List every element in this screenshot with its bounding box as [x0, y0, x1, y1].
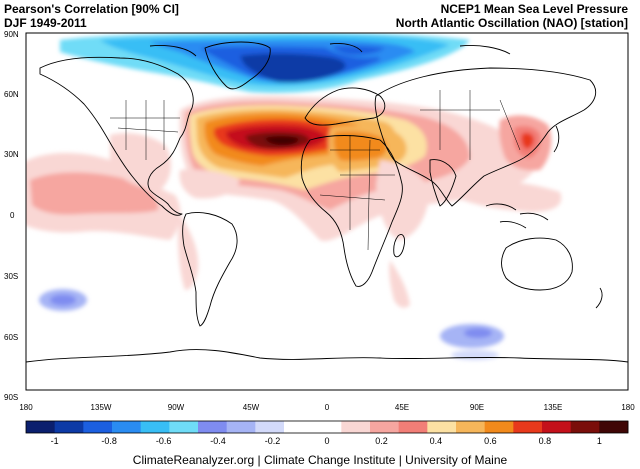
correlation-field [26, 33, 628, 363]
south-america-coast [182, 212, 238, 327]
dataset-label: NCEP1 Mean Sea Level Pressure [440, 2, 628, 16]
colorbar-labels: -1 -0.8 -0.6 -0.4 -0.2 0 0.2 0.4 0.6 0.8 1 [51, 436, 602, 446]
map-frame [25, 32, 629, 391]
india-coast [429, 159, 457, 207]
lon-label-45w: 45W [243, 403, 260, 412]
colorbar-swatch [513, 421, 543, 433]
colorbar-tick-label: -0.4 [210, 436, 226, 446]
negative-correlation-region [39, 33, 504, 360]
country-borders [110, 90, 521, 251]
lon-label-180e: 180 [621, 403, 635, 412]
japan-coast [553, 125, 560, 153]
colorbar-swatch [255, 421, 285, 433]
lat-label-0: 0 [10, 211, 15, 220]
footer-credit: ClimateReanalyzer.org | Climate Change I… [132, 453, 508, 467]
longitude-axis: 180 135W 90W 45W 0 45E 90E 135E 180 [19, 403, 635, 412]
colorbar-frame [25, 420, 629, 434]
lon-label-0: 0 [325, 403, 330, 412]
colorbar-swatch [112, 421, 142, 433]
colorbar-swatch [427, 421, 457, 433]
lat-label-60s: 60S [4, 333, 18, 342]
colorbar-swatch [140, 421, 170, 433]
colorbar-swatch [169, 421, 199, 433]
lat-label-60n: 60N [4, 90, 19, 99]
index-label: North Atlantic Oscillation (NAO) [statio… [395, 16, 628, 30]
north-america-coast [39, 56, 194, 216]
lat-label-30s: 30S [4, 272, 18, 281]
colorbar-swatch [599, 421, 629, 433]
lat-label-30n: 30N [4, 150, 19, 159]
colorbar-swatch [341, 421, 371, 433]
colorbar-tick-label: 0.6 [484, 436, 497, 446]
colorbar-swatch [83, 421, 113, 433]
lon-label-135w: 135W [91, 403, 112, 412]
lon-label-135e: 135E [544, 403, 563, 412]
colorbar-swatch [456, 421, 486, 433]
antarctica-coast [26, 349, 628, 363]
colorbar-swatch [312, 421, 342, 433]
lon-label-90w: 90W [168, 403, 185, 412]
colorbar-tick-label: -0.6 [156, 436, 172, 446]
colorbar-tick-label: -0.8 [101, 436, 117, 446]
period-label: DJF 1949-2011 [4, 16, 87, 30]
colorbar-tick-label: -0.2 [265, 436, 281, 446]
colorbar-swatch [398, 421, 428, 433]
lat-label-90s: 90S [4, 393, 18, 402]
lon-label-90e: 90E [470, 403, 484, 412]
colorbar-swatch [370, 421, 400, 433]
europe-coast [304, 87, 386, 126]
positive-correlation-region [26, 95, 562, 308]
colorbar-tick-label: 1 [597, 436, 602, 446]
colorbar-swatch [26, 421, 56, 433]
colorbar-swatch [54, 421, 84, 433]
colorbar-swatch [226, 421, 256, 433]
colorbar-tick-label: 0.2 [375, 436, 388, 446]
new-zealand-coast [595, 287, 603, 309]
colorbar-tick-label: 0.4 [430, 436, 443, 446]
colorbar-tick-label: 0.8 [539, 436, 552, 446]
map-title: Pearson's Correlation [90% CI] [4, 2, 179, 16]
colorbar-swatch [198, 421, 228, 433]
colorbar-swatch [542, 421, 572, 433]
greenland-coast [204, 41, 271, 90]
africa-coast [300, 135, 403, 287]
coastlines [26, 41, 628, 363]
colorbar [25, 420, 629, 434]
asia-coast [374, 67, 597, 207]
indonesia-coast [485, 203, 549, 229]
latitude-axis: 90N 60N 30N 0 30S 60S 90S [4, 30, 19, 402]
madagascar-coast [393, 234, 405, 258]
arctic-islands-coast [149, 43, 511, 57]
colorbar-swatch [570, 421, 600, 433]
colorbar-tick-label: 0 [324, 436, 329, 446]
colorbar-tick-label: -1 [51, 436, 59, 446]
colorbar-swatch [484, 421, 514, 433]
colorbar-swatch [284, 421, 314, 433]
australia-coast [501, 237, 573, 291]
lon-label-180w: 180 [19, 403, 33, 412]
lat-label-90n: 90N [4, 30, 19, 39]
lon-label-45e: 45E [395, 403, 409, 412]
